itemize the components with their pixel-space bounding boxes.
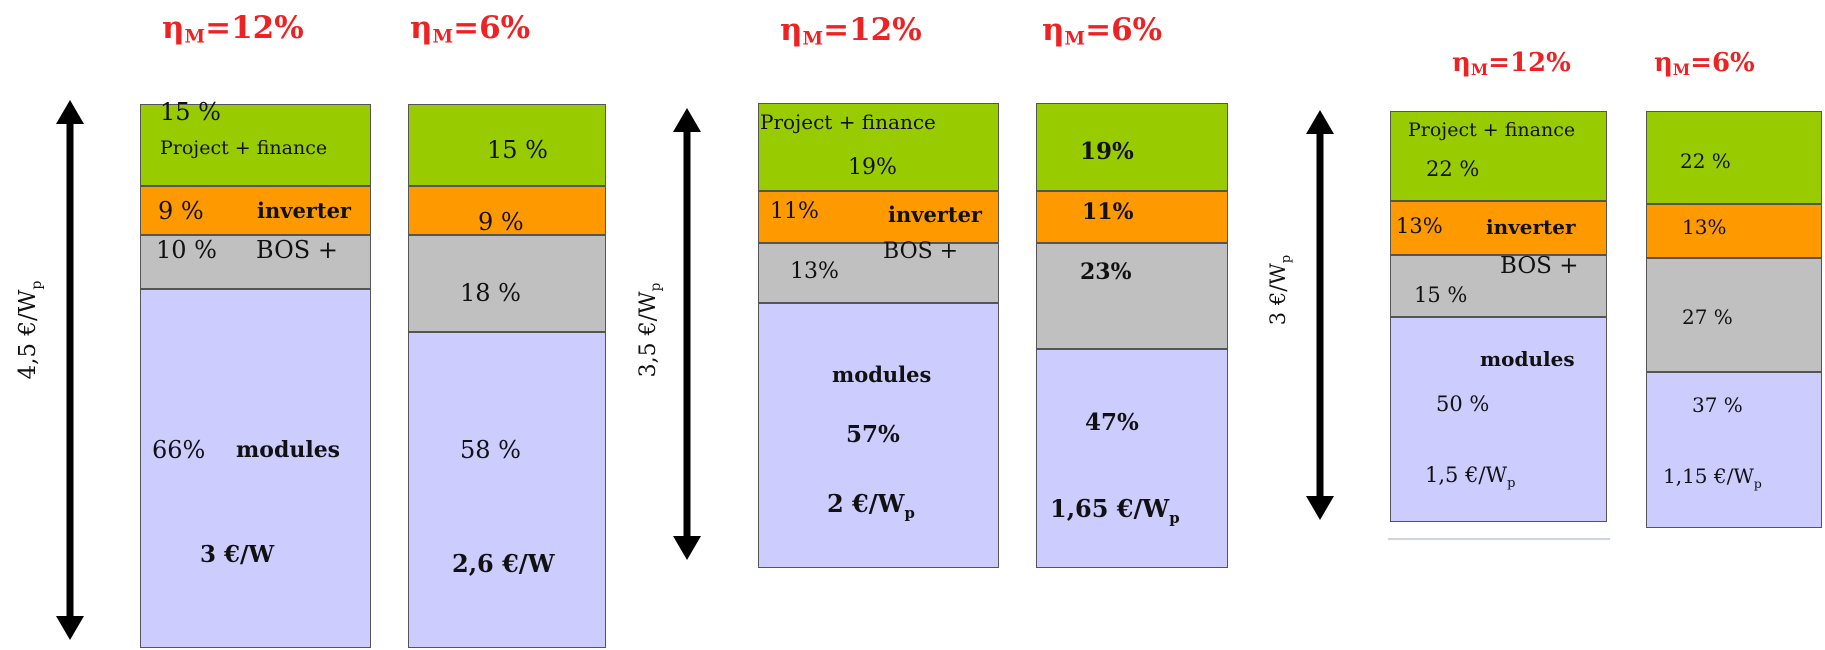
modules-label: 58 % (460, 435, 521, 464)
stacked-bar (1036, 103, 1228, 568)
modules-label: modules (236, 436, 341, 463)
modules-label: modules (1480, 347, 1575, 371)
efficiency-title: ηM=6% (1042, 12, 1163, 50)
project-finance-label: 15 % (160, 97, 221, 126)
total-cost-label: 4,5 €/Wp (15, 280, 45, 379)
segment-modules (1390, 316, 1607, 522)
efficiency-title: ηM=6% (1654, 48, 1755, 79)
project-finance-label: Project + finance (1408, 118, 1576, 141)
segment-modules (408, 332, 606, 648)
segment-inverter (758, 191, 999, 243)
segment-project (408, 104, 606, 186)
project-finance-label: Project + finance (760, 110, 936, 134)
module-cost-label: 1,15 €/Wp (1663, 464, 1762, 491)
modules-label: 57% (846, 421, 900, 449)
project-finance-label: Project + finance (160, 136, 328, 159)
inverter-label: inverter (888, 202, 982, 228)
stacked-bar (408, 104, 606, 648)
stacked-bar (1390, 111, 1607, 522)
project-finance-label: 19% (848, 154, 897, 180)
total-cost-double-arrow (1306, 110, 1334, 520)
modules-label: modules (832, 362, 932, 388)
arrow-head-down (673, 536, 701, 560)
project-finance-label: 15 % (487, 135, 548, 164)
arrow-head-up (1306, 110, 1334, 134)
efficiency-title: ηM=6% (410, 10, 531, 48)
project-finance-label: 22 % (1426, 157, 1480, 182)
arrow-head-down (56, 616, 84, 640)
segment-bos (1646, 258, 1822, 373)
arrow-head-up (673, 108, 701, 132)
segment-inverter (1646, 203, 1822, 259)
cost-subscript: p (648, 282, 665, 292)
inverter-label: 11% (1082, 198, 1134, 225)
bos-label: 13% (790, 258, 839, 284)
total-cost-label: 3,5 €/Wp (636, 283, 664, 378)
inverter-label: 13% (1682, 215, 1727, 239)
cost-subscript: p (28, 280, 45, 290)
modules-label: 50 % (1436, 392, 1490, 417)
inverter-label: inverter (1486, 215, 1576, 239)
module-cost-label: 3 €/W (200, 541, 275, 569)
total-cost-double-arrow (56, 100, 84, 640)
modules-label: 47% (1085, 409, 1139, 437)
cost-value: 4,5 €/W (15, 289, 42, 380)
module-cost-label: 2 €/Wp (827, 488, 915, 522)
segment-project (1036, 103, 1228, 192)
stacked-bar (758, 103, 999, 568)
segment-project (1390, 111, 1607, 202)
inverter-label: 9 % (158, 196, 204, 225)
modules-label: 66% (152, 435, 206, 464)
arrow-head-up (56, 100, 84, 124)
segment-project (140, 104, 371, 186)
bos-label: 18 % (460, 278, 521, 307)
segment-project (758, 103, 999, 192)
segment-modules (140, 288, 371, 648)
inverter-label: 11% (770, 198, 819, 224)
segment-modules (758, 302, 999, 568)
bos-label: 15 % (1414, 283, 1468, 308)
modules-label: 37 % (1692, 393, 1743, 417)
segment-modules (1036, 349, 1228, 568)
cost-subscript: p (1279, 254, 1295, 264)
module-cost-label: 1,5 €/Wp (1425, 463, 1516, 492)
efficiency-title: ηM=12% (162, 10, 304, 48)
efficiency-title: ηM=12% (780, 12, 922, 50)
cost-value: 3 €/W (1265, 263, 1290, 326)
inverter-label: inverter (257, 198, 351, 224)
baseline-line (1388, 538, 1610, 540)
segment-inverter (1036, 191, 1228, 243)
bos-label: 27 % (1682, 305, 1733, 329)
segment-bos (758, 242, 999, 303)
segment-bos (408, 234, 606, 333)
bos-label: BOS + (1500, 253, 1579, 280)
segment-bos (1390, 254, 1607, 317)
efficiency-title: ηM=12% (1452, 48, 1571, 79)
segment-project (1646, 111, 1822, 204)
segment-modules (1646, 372, 1822, 528)
project-finance-label: 22 % (1680, 149, 1731, 173)
module-cost-label: 2,6 €/W (452, 548, 555, 578)
inverter-label: 9 % (478, 207, 524, 236)
segment-inverter (140, 185, 371, 235)
project-finance-label: 19% (1080, 138, 1134, 166)
bos-label: 23% (1080, 258, 1132, 285)
segment-bos (1036, 242, 1228, 350)
stacked-bar (1646, 111, 1822, 528)
arrow-head-down (1306, 496, 1334, 520)
total-cost-label: 3 €/Wp (1266, 255, 1294, 325)
bos-label: BOS + (883, 238, 959, 264)
bos-label: 10 % (156, 235, 217, 264)
segment-inverter (408, 185, 606, 235)
total-cost-double-arrow (673, 108, 701, 560)
bos-label: BOS + (256, 235, 338, 264)
module-cost-label: 1,65 €/Wp (1050, 493, 1180, 527)
segment-inverter (1390, 201, 1607, 255)
cost-value: 3,5 €/W (635, 291, 661, 378)
inverter-label: 13% (1396, 214, 1443, 239)
stacked-bar (140, 104, 371, 648)
segment-bos (140, 234, 371, 289)
